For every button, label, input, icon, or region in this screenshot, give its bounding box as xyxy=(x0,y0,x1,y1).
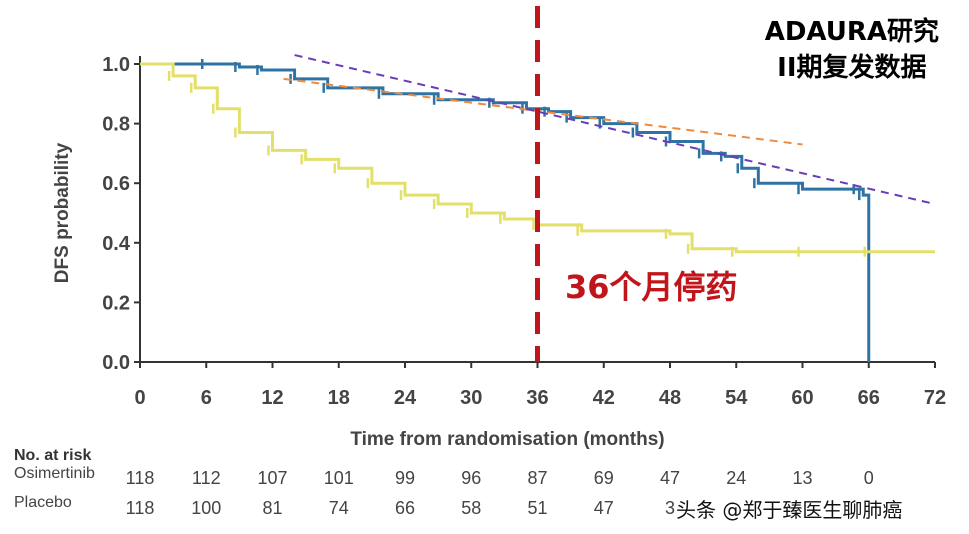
x-tick-label: 42 xyxy=(593,387,615,409)
risk-row-label-osimertinib: Osimertinib xyxy=(14,465,95,482)
y-tick-label: 0.4 xyxy=(102,233,131,255)
risk-value-osimertinib: 13 xyxy=(792,468,812,488)
x-tick-label: 0 xyxy=(134,387,145,409)
x-tick-label: 18 xyxy=(328,387,350,409)
y-tick-label: 0.2 xyxy=(102,292,130,314)
x-tick-label: 24 xyxy=(394,387,417,409)
figure-title: ADAURA研究 II期复发数据 xyxy=(765,14,939,86)
y-tick-label: 0.0 xyxy=(102,352,130,374)
risk-table-title: No. at risk xyxy=(14,447,92,464)
risk-value-osimertinib: 118 xyxy=(126,468,155,488)
risk-value-placebo: 81 xyxy=(262,498,282,518)
trend-line-trend_purple xyxy=(294,54,936,206)
risk-value-placebo: 100 xyxy=(191,498,221,518)
risk-row-label-placebo: Placebo xyxy=(14,494,72,511)
x-axis-label: Time from randomisation (months) xyxy=(350,429,664,450)
x-tick-label: 30 xyxy=(460,387,482,409)
risk-value-placebo: 58 xyxy=(461,498,481,518)
risk-value-osimertinib: 0 xyxy=(864,468,874,488)
x-tick-label: 60 xyxy=(791,387,813,409)
risk-value-osimertinib: 101 xyxy=(324,468,354,488)
x-tick-label: 48 xyxy=(659,387,681,409)
risk-value-osimertinib: 96 xyxy=(461,468,481,488)
x-tick-label: 66 xyxy=(858,387,880,409)
series-line-osimertinib xyxy=(140,62,871,362)
title-line-2: II期复发数据 xyxy=(777,53,927,83)
risk-value-placebo: 51 xyxy=(527,498,547,518)
y-tick-label: 0.8 xyxy=(102,114,130,136)
trend-line-trend_orange xyxy=(283,77,803,146)
risk-value-osimertinib: 69 xyxy=(594,468,614,488)
watermark-text: 头条 @郑于臻医生聊肺癌 xyxy=(676,498,903,522)
risk-value-osimertinib: 112 xyxy=(192,468,221,488)
risk-value-osimertinib: 87 xyxy=(527,468,547,488)
risk-value-osimertinib: 99 xyxy=(395,468,415,488)
x-tick-label: 36 xyxy=(526,387,548,409)
risk-value-osimertinib: 24 xyxy=(726,468,746,488)
risk-value-placebo: 3 xyxy=(665,498,675,518)
title-line-1: ADAURA研究 xyxy=(764,17,939,47)
risk-value-osimertinib: 47 xyxy=(660,468,680,488)
x-tick-label: 54 xyxy=(725,387,748,409)
x-tick-label: 72 xyxy=(924,387,946,409)
risk-value-osimertinib: 107 xyxy=(257,468,287,488)
y-axis-label: DFS probability xyxy=(52,142,73,283)
y-tick-label: 1.0 xyxy=(102,54,130,76)
risk-value-placebo: 74 xyxy=(329,498,349,518)
risk-value-placebo: 118 xyxy=(126,498,155,518)
annotation-36-month-stop: 36个月停药 xyxy=(565,268,738,306)
x-tick-label: 6 xyxy=(201,387,212,409)
series-line-placebo xyxy=(140,62,935,254)
risk-value-placebo: 47 xyxy=(594,498,614,518)
y-tick-label: 0.6 xyxy=(102,173,130,195)
risk-value-placebo: 66 xyxy=(395,498,415,518)
x-tick-label: 12 xyxy=(261,387,283,409)
